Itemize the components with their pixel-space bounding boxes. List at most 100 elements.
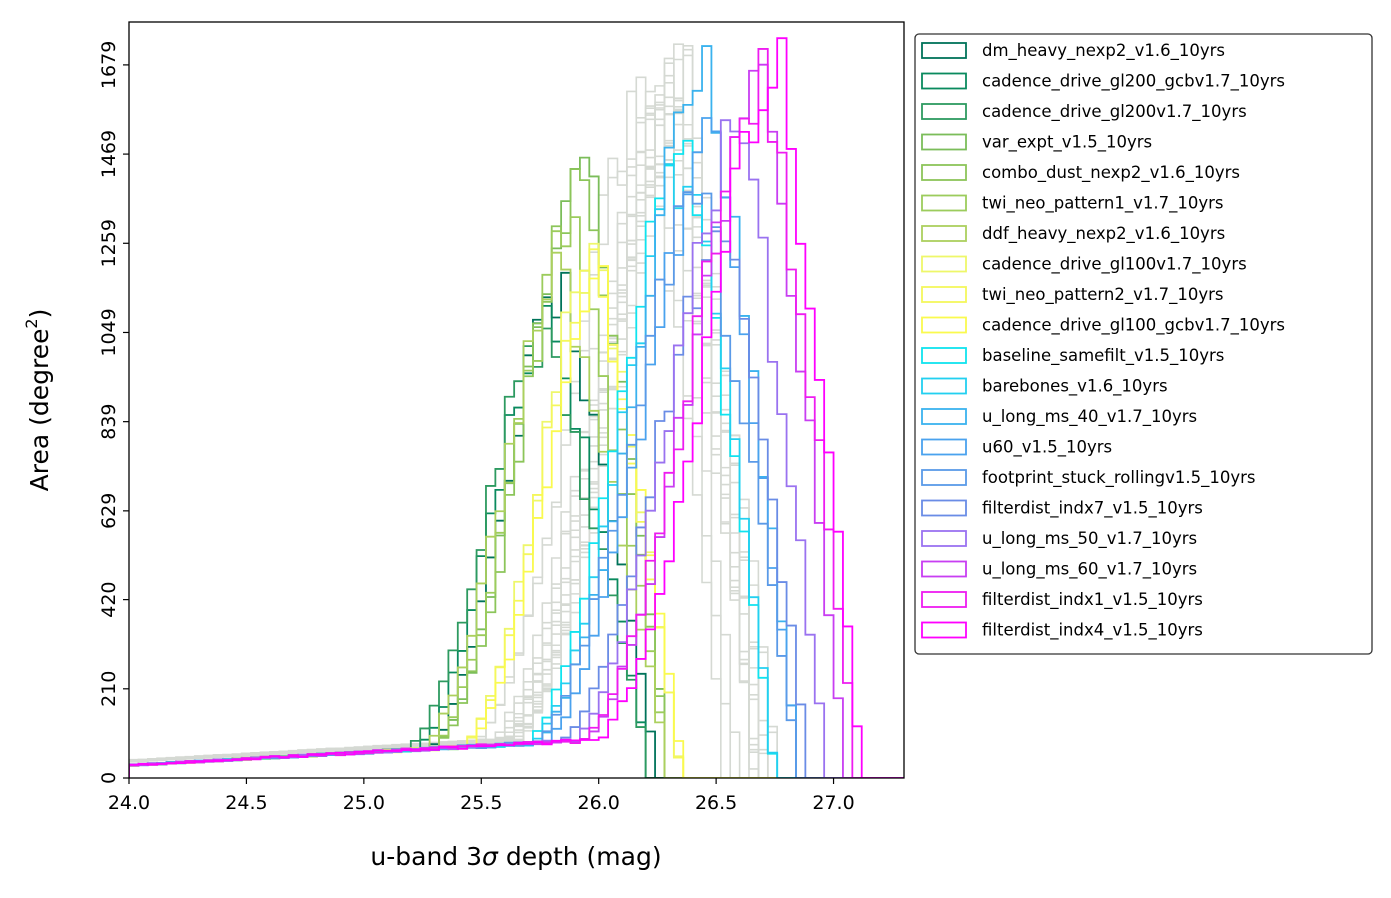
legend-swatch bbox=[921, 621, 967, 639]
series-histogram bbox=[129, 37, 904, 778]
background-run-histogram bbox=[129, 142, 904, 778]
x-tick-label: 26.0 bbox=[578, 792, 620, 814]
y-tick-label: 1469 bbox=[98, 130, 120, 178]
series-histogram bbox=[129, 168, 904, 778]
legend-item: cadence_drive_gl200v1.7_10yrs bbox=[921, 102, 1247, 122]
background-run-histogram bbox=[129, 139, 904, 778]
series-histogram bbox=[129, 327, 904, 778]
background-run-histogram bbox=[129, 124, 904, 778]
legend-swatch bbox=[921, 225, 967, 242]
legend-label: filterdist_indx1_v1.5_10yrs bbox=[982, 590, 1203, 610]
y-tick-label: 0 bbox=[98, 772, 120, 784]
legend-swatch bbox=[921, 499, 967, 517]
legend-label: ddf_heavy_nexp2_v1.6_10yrs bbox=[982, 224, 1225, 244]
series-histogram bbox=[129, 251, 904, 778]
y-tick-label: 420 bbox=[98, 581, 120, 617]
background-run-histogram bbox=[129, 101, 904, 778]
legend-swatch bbox=[921, 286, 967, 303]
legend-item: u_long_ms_40_v1.7_10yrs bbox=[921, 407, 1197, 427]
x-axis-label: u-band 3σ depth (mag) bbox=[370, 842, 661, 871]
background-run-histogram bbox=[129, 76, 904, 778]
background-run-histogram bbox=[129, 90, 904, 778]
background-run-histogram bbox=[129, 48, 904, 778]
legend-swatch bbox=[921, 42, 967, 59]
y-tick-label: 629 bbox=[98, 493, 120, 529]
legend-label: combo_dust_nexp2_v1.6_10yrs bbox=[982, 163, 1240, 183]
legend-label: barebones_v1.6_10yrs bbox=[982, 377, 1168, 397]
x-tick-label: 25.0 bbox=[343, 792, 385, 814]
background-run-histogram bbox=[129, 44, 904, 778]
legend-label: footprint_stuck_rollingv1.5_10yrs bbox=[982, 468, 1255, 488]
legend-label: filterdist_indx7_v1.5_10yrs bbox=[982, 499, 1203, 519]
legend-item: var_expt_v1.5_10yrs bbox=[921, 133, 1152, 153]
legend-swatch bbox=[921, 347, 967, 364]
series-histogram bbox=[129, 48, 904, 778]
background-run-histogram bbox=[129, 96, 904, 778]
legend: dm_heavy_nexp2_v1.6_10yrs cadence_drive_g… bbox=[914, 33, 1373, 655]
legend-label: u_long_ms_50_v1.7_10yrs bbox=[982, 529, 1197, 549]
series-histogram bbox=[129, 265, 904, 778]
legend-swatch bbox=[921, 316, 967, 334]
legend-swatch bbox=[921, 408, 967, 425]
x-tick-label: 26.5 bbox=[695, 792, 737, 814]
series-histogram bbox=[129, 63, 904, 778]
series-histogram bbox=[129, 216, 904, 778]
legend-item: dm_heavy_nexp2_v1.6_10yrs bbox=[921, 41, 1225, 61]
legend-item: filterdist_indx1_v1.5_10yrs bbox=[921, 590, 1203, 610]
legend-swatch bbox=[921, 133, 967, 151]
background-run-histogram bbox=[129, 112, 904, 778]
legend-label: cadence_drive_gl200_gcbv1.7_10yrs bbox=[982, 72, 1285, 92]
series-histogram bbox=[129, 304, 904, 778]
legend-swatch bbox=[921, 72, 967, 90]
legend-label: u_long_ms_60_v1.7_10yrs bbox=[982, 560, 1197, 580]
legend-swatch bbox=[921, 255, 967, 273]
background-run-histogram bbox=[129, 62, 904, 778]
y-axis-ticks: 0 210 420 629 839 1049 1259 1469 1679 bbox=[98, 41, 129, 784]
background-run-histogram bbox=[129, 110, 904, 778]
background-run-histogram bbox=[129, 43, 904, 778]
legend-item: filterdist_indx4_v1.5_10yrs bbox=[921, 621, 1203, 641]
legend-label: cadence_drive_gl100v1.7_10yrs bbox=[982, 255, 1247, 275]
legend-swatch bbox=[921, 103, 967, 120]
y-tick-label: 839 bbox=[98, 404, 120, 440]
series-histogram bbox=[129, 156, 904, 778]
series-histogram bbox=[129, 163, 904, 778]
highlighted-runs-layer bbox=[129, 37, 904, 778]
legend-swatch bbox=[921, 194, 967, 212]
legend-swatch bbox=[921, 164, 967, 181]
series-histogram bbox=[129, 45, 904, 778]
legend-item: filterdist_indx7_v1.5_10yrs bbox=[921, 499, 1203, 519]
legend-label: cadence_drive_gl200v1.7_10yrs bbox=[982, 102, 1247, 122]
y-tick-label: 1259 bbox=[98, 219, 120, 267]
legend-label: twi_neo_pattern1_v1.7_10yrs bbox=[982, 194, 1224, 214]
series-histogram bbox=[129, 191, 904, 778]
legend-label: dm_heavy_nexp2_v1.6_10yrs bbox=[982, 41, 1225, 61]
series-histogram bbox=[129, 139, 904, 778]
legend-item: combo_dust_nexp2_v1.6_10yrs bbox=[921, 163, 1240, 183]
legend-item: cadence_drive_gl200_gcbv1.7_10yrs bbox=[921, 72, 1285, 92]
legend-swatch bbox=[921, 560, 967, 578]
y-tick-label: 210 bbox=[98, 671, 120, 707]
x-tick-label: 27.0 bbox=[812, 792, 854, 814]
legend-swatch bbox=[921, 438, 967, 456]
legend-label: var_expt_v1.5_10yrs bbox=[982, 133, 1152, 153]
y-axis-label: Area (degree2) bbox=[22, 309, 54, 492]
legend-label: u60_v1.5_10yrs bbox=[982, 438, 1112, 458]
legend-item: u60_v1.5_10yrs bbox=[921, 438, 1112, 458]
legend-item: footprint_stuck_rollingv1.5_10yrs bbox=[921, 468, 1255, 488]
background-run-histogram bbox=[129, 74, 904, 778]
series-histogram bbox=[129, 242, 904, 778]
series-histogram bbox=[129, 117, 904, 778]
legend-label: twi_neo_pattern2_v1.7_10yrs bbox=[982, 285, 1224, 305]
series-histogram bbox=[129, 271, 904, 778]
x-tick-label: 24.5 bbox=[225, 792, 267, 814]
x-tick-label: 24.0 bbox=[108, 792, 150, 814]
legend-item: barebones_v1.6_10yrs bbox=[921, 377, 1168, 397]
x-axis-ticks: 24.0 24.5 25.0 25.5 26.0 26.5 27.0 bbox=[108, 778, 855, 814]
legend-label: baseline_samefilt_v1.5_10yrs bbox=[982, 346, 1224, 366]
background-run-histogram bbox=[129, 113, 904, 778]
background-run-histogram bbox=[129, 54, 904, 778]
y-tick-label: 1679 bbox=[98, 41, 120, 89]
y-tick-label: 1049 bbox=[98, 308, 120, 356]
